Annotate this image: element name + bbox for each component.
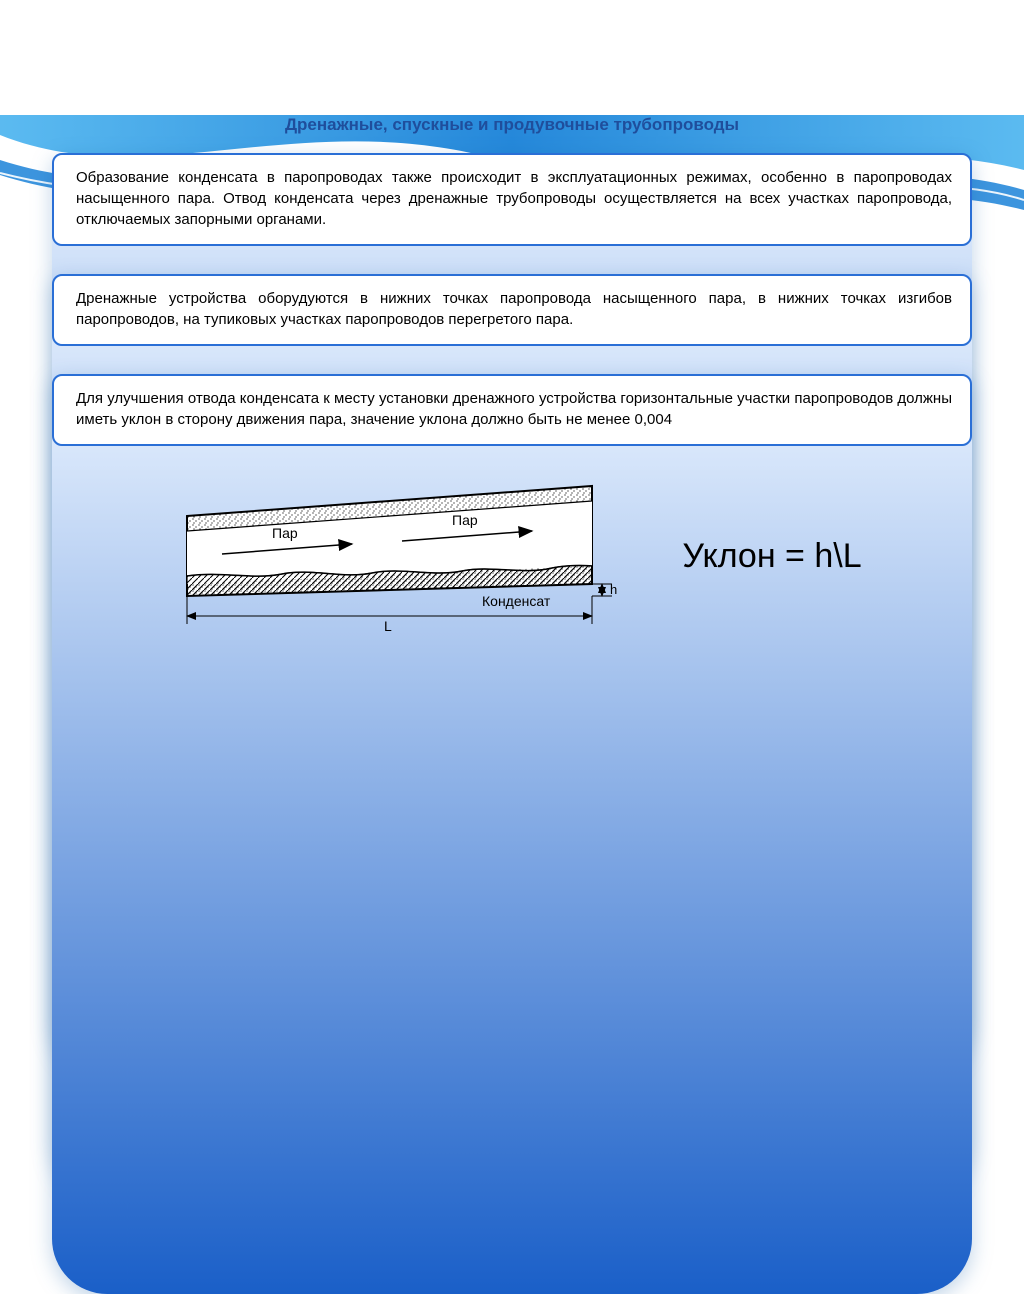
pipe-diagram: Пар Пар Конденсат h L bbox=[162, 476, 632, 636]
info-card: Образование конденсата в паропроводах та… bbox=[52, 153, 972, 246]
card-text: Для улучшения отвода конденсата к месту … bbox=[76, 390, 952, 428]
card-body: Для улучшения отвода конденсата к месту … bbox=[52, 374, 972, 446]
card-body: Образование конденсата в паропроводах та… bbox=[52, 153, 972, 246]
slope-formula: Уклон = h\L bbox=[682, 537, 861, 576]
condensate-label: Конденсат bbox=[482, 593, 551, 609]
card-text: Образование конденсата в паропроводах та… bbox=[76, 169, 952, 228]
slide-title: Дренажные, спускные и продувочные трубоп… bbox=[0, 115, 1024, 135]
steam-label: Пар bbox=[272, 525, 298, 541]
info-card: Дренажные устройства оборудуются в нижни… bbox=[52, 274, 972, 346]
card-list: Образование конденсата в паропроводах та… bbox=[52, 153, 972, 446]
l-label: L bbox=[384, 618, 392, 634]
card-body: Дренажные устройства оборудуются в нижни… bbox=[52, 274, 972, 346]
steam-label: Пар bbox=[452, 512, 478, 528]
h-label: h bbox=[610, 582, 617, 597]
info-card: Для улучшения отвода конденсата к месту … bbox=[52, 374, 972, 446]
diagram-row: Пар Пар Конденсат h L Уклон = h\L bbox=[0, 476, 1024, 636]
card-text: Дренажные устройства оборудуются в нижни… bbox=[76, 290, 952, 328]
